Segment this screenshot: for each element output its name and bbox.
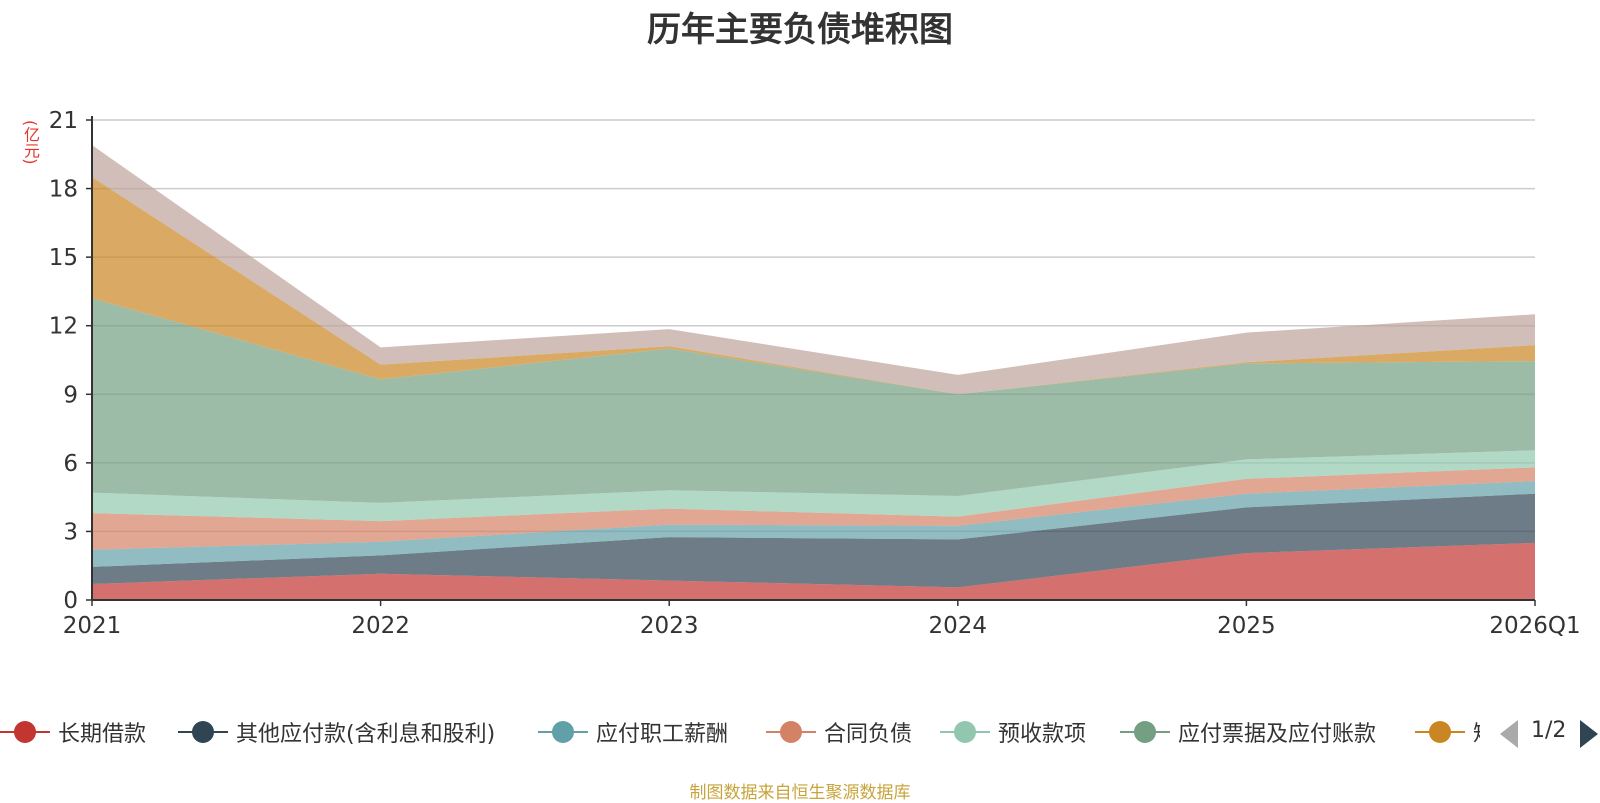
y-tick-label: 21 [49, 108, 78, 134]
y-tick-label: 12 [49, 314, 78, 340]
legend-label: 应付票据及应付账款 [1178, 722, 1377, 747]
legend-item[interactable]: 短期借款 [1415, 712, 1480, 752]
legend: 长期借款 其他应付款(含利息和股利) 应付职工薪酬 合同负债 预收款项 应付票据及应付账款… [0, 712, 1480, 752]
legend-marker-icon [178, 717, 228, 747]
legend-marker-icon [766, 717, 816, 747]
x-tick-label: 2022 [351, 613, 410, 639]
chart-title: 历年主要负债堆积图 [647, 10, 953, 50]
stacked-area-chart: 0 3 6 9 12 15 18 21 2021 2022 2023 2024 2025 2026Q1 [49, 108, 1581, 639]
legend-marker-icon [940, 717, 990, 747]
legend-item[interactable]: 其他应付款(含利息和股利) [178, 712, 495, 752]
legend-label: 短期借款 [1473, 716, 1480, 748]
legend-marker-icon [0, 717, 50, 747]
legend-prev-page-icon[interactable] [1500, 720, 1518, 748]
x-tick-label: 2021 [63, 613, 122, 639]
area-series-1[interactable] [92, 493, 1535, 588]
legend-item[interactable]: 预收款项 [940, 712, 1086, 752]
legend-label: 其他应付款(含利息和股利) [236, 722, 496, 747]
area-series-4[interactable] [92, 450, 1535, 522]
x-tick-label: 2024 [929, 613, 988, 639]
y-tick-label: 9 [63, 382, 78, 408]
legend-item[interactable]: 合同负债 [766, 712, 912, 752]
x-tick-label: 2026Q1 [1489, 613, 1580, 639]
legend-item[interactable]: 长期借款 [0, 712, 146, 752]
legend-next-page-icon[interactable] [1580, 720, 1598, 748]
y-axis-tick-labels: 0 3 6 9 12 15 18 21 [49, 108, 78, 614]
y-tick-label: 0 [63, 588, 78, 614]
area-series-5[interactable] [92, 298, 1535, 503]
legend-label: 应付职工薪酬 [596, 722, 729, 747]
legend-marker-icon [538, 717, 588, 747]
x-tick-label: 2023 [640, 613, 699, 639]
legend-page-indicator: 1/2 [1531, 718, 1567, 743]
legend-marker-icon [1415, 717, 1465, 747]
y-tick-label: 18 [49, 177, 78, 203]
y-axis-unit-label: (亿元) [21, 120, 40, 165]
source-note: 制图数据来自恒生聚源数据库 [689, 783, 911, 803]
area-series-layer [92, 145, 1535, 600]
legend-pager: 1/2 [1500, 716, 1600, 752]
legend-item[interactable]: 应付票据及应付账款 [1120, 712, 1376, 752]
area-series-3[interactable] [92, 467, 1535, 550]
y-tick-label: 6 [63, 451, 78, 477]
area-series-0[interactable] [92, 542, 1535, 600]
legend-label: 长期借款 [58, 722, 147, 747]
y-tick-label: 15 [49, 245, 78, 271]
area-series-2[interactable] [92, 481, 1535, 567]
legend-label: 预收款项 [998, 722, 1087, 747]
legend-marker-icon [1120, 717, 1170, 747]
y-tick-label: 3 [63, 519, 78, 545]
legend-item[interactable]: 应付职工薪酬 [538, 712, 728, 752]
axes [86, 116, 1536, 606]
legend-label: 合同负债 [824, 722, 913, 747]
x-axis-tick-labels: 2021 2022 2023 2024 2025 2026Q1 [63, 613, 1581, 639]
x-tick-label: 2025 [1217, 613, 1276, 639]
